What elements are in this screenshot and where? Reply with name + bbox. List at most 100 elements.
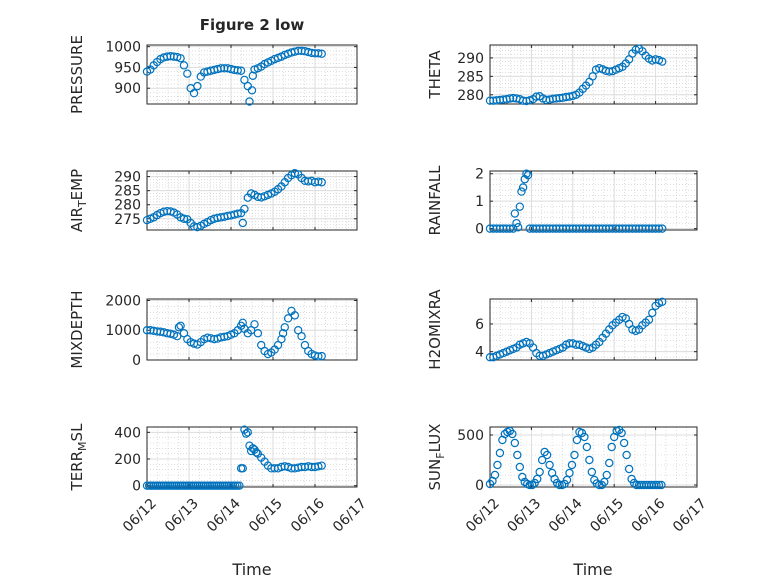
data-point <box>277 334 286 344</box>
data-point <box>179 214 189 223</box>
data-point <box>240 204 249 214</box>
data-point <box>179 61 189 70</box>
data-point <box>490 470 500 480</box>
data-point <box>605 458 614 468</box>
subplot-7: 0 200 400 06/12 06/13 06/14 06/15 06/16 06/17 TER… <box>68 423 370 536</box>
data-point <box>510 209 520 218</box>
axes-box <box>146 170 358 231</box>
data-point <box>585 455 594 465</box>
subplot-1: 900 950 1000 PRESSURE <box>68 35 358 114</box>
data-point <box>513 223 523 232</box>
data-point <box>317 461 326 470</box>
data-point <box>505 224 515 233</box>
data-point <box>588 72 597 81</box>
data-point <box>510 438 520 448</box>
y-axis-label: MIXDEPTH <box>68 290 86 368</box>
data-point <box>235 481 244 490</box>
x-tick-label: 06/17 <box>670 496 710 536</box>
data-point <box>525 480 534 490</box>
data-point <box>658 224 667 233</box>
x-tick-label: 06/15 <box>587 496 627 536</box>
data-point <box>176 54 185 63</box>
x-axis-label-right: Time <box>572 560 612 579</box>
data-point <box>241 429 251 438</box>
data-point <box>617 428 626 438</box>
y-tick-label: 900 <box>114 81 141 97</box>
data-point <box>587 467 597 477</box>
data-point <box>644 315 654 324</box>
data-point <box>518 472 527 482</box>
data-point <box>174 323 184 332</box>
y-axis-label: AIRTEMP <box>68 169 89 232</box>
y-axis-label: H2OMIXRA <box>426 289 444 370</box>
data-point <box>280 323 289 332</box>
data-point <box>528 480 537 490</box>
data-point <box>565 468 574 478</box>
data-point <box>555 480 564 490</box>
data-point <box>582 442 592 452</box>
data-point <box>535 467 544 477</box>
y-axis-label: THETA <box>426 50 444 100</box>
data-point <box>600 477 609 487</box>
data-point <box>240 75 249 85</box>
data-point <box>512 218 521 228</box>
data-point <box>248 71 258 80</box>
x-tick-label: 06/14 <box>546 496 586 536</box>
y-tick-label: 275 <box>114 212 141 228</box>
data-point <box>290 311 300 320</box>
axes-box <box>489 426 698 488</box>
data-point <box>314 352 323 361</box>
data-point <box>652 480 661 490</box>
data-point <box>545 460 554 470</box>
data-point <box>619 438 629 448</box>
data-point <box>508 429 517 439</box>
axes-box <box>146 426 358 488</box>
data-point <box>314 177 323 186</box>
data-point <box>532 474 542 484</box>
data-point <box>297 331 306 341</box>
subplot-4: 0 1 2 RAINFALL <box>426 165 698 238</box>
subplot-6: 4 6 H2OMIXRA <box>426 289 698 370</box>
data-point <box>518 183 528 192</box>
data-point <box>252 448 261 457</box>
data-point <box>622 450 631 460</box>
x-tick-label: 06/12 <box>463 496 503 536</box>
data-point <box>253 329 263 338</box>
data-point <box>243 428 252 437</box>
y-tick-label: 1000 <box>105 40 141 56</box>
data-point <box>522 169 531 178</box>
data-point <box>654 224 664 233</box>
data-point <box>247 86 257 95</box>
data-point <box>648 308 657 318</box>
y-tick-label: 500 <box>457 428 484 444</box>
x-tick-label: 06/16 <box>288 496 328 536</box>
data-point <box>624 464 634 474</box>
data-point <box>493 460 502 470</box>
y-tick-label: 6 <box>475 317 484 333</box>
data-point <box>562 475 572 485</box>
data-point <box>515 462 525 472</box>
subplot-2: 280 285 290 THETA <box>426 44 698 106</box>
data-point <box>537 455 547 465</box>
data-point <box>495 448 505 458</box>
x-axis-label-left: Time <box>231 560 271 579</box>
y-tick-label: 0 <box>132 353 141 369</box>
x-tick-label: 06/17 <box>330 496 370 536</box>
x-tick-label: 06/12 <box>120 496 160 536</box>
data-point <box>314 462 323 471</box>
x-tick-label: 06/13 <box>162 496 202 536</box>
data-point <box>236 66 246 75</box>
y-tick-label: 290 <box>457 51 484 67</box>
y-tick-label: 1000 <box>105 323 141 339</box>
data-point <box>572 435 582 445</box>
y-axis-label: PRESSURE <box>68 35 86 114</box>
data-point <box>567 460 577 470</box>
data-point <box>317 49 326 58</box>
data-point <box>542 450 552 460</box>
data-point <box>523 170 533 180</box>
data-point <box>317 351 326 361</box>
data-point <box>317 178 326 187</box>
figure-title: Figure 2 low <box>200 16 305 34</box>
